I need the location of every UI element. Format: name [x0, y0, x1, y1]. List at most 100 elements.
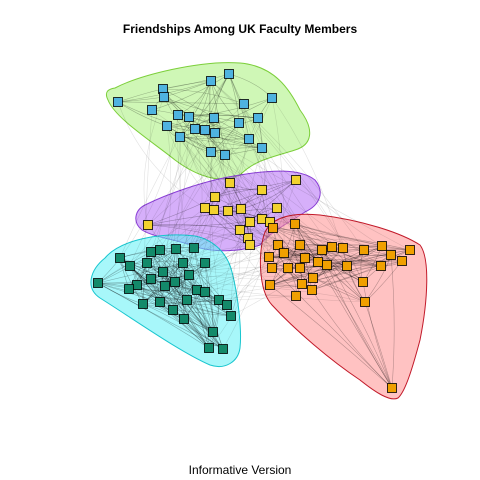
faculty-node: [342, 261, 352, 271]
friendship-edge: [269, 254, 392, 286]
friendship-edge: [204, 262, 214, 333]
faculty-node: [257, 143, 267, 153]
friendship-edge: [362, 281, 393, 389]
faculty-node: [220, 150, 230, 160]
friendship-edge: [150, 251, 232, 317]
friendship-edge: [163, 96, 226, 156]
friendship-edge: [97, 282, 224, 350]
community-hull-red: [259, 213, 428, 400]
faculty-node: [210, 128, 220, 138]
friendship-edge: [188, 115, 259, 119]
faculty-node: [317, 245, 327, 255]
friendship-edge: [179, 97, 273, 138]
friendship-edge: [214, 132, 249, 239]
faculty-node: [279, 248, 289, 258]
faculty-node: [190, 124, 200, 134]
friendship-edge: [213, 209, 323, 251]
friendship-edge: [146, 262, 232, 317]
faculty-node: [200, 203, 210, 213]
friendship-edge: [271, 97, 285, 254]
friendship-edge: [166, 125, 241, 231]
faculty-node: [147, 105, 157, 115]
faculty-node: [142, 258, 152, 268]
friendship-edge: [188, 274, 210, 349]
friendship-edge: [174, 281, 366, 303]
faculty-node: [200, 125, 210, 135]
friendship-edge: [172, 246, 333, 311]
faculty-node: [225, 178, 235, 188]
friendship-edge: [188, 244, 279, 276]
faculty-node: [313, 257, 323, 267]
faculty-node: [179, 314, 189, 324]
friendship-edge: [299, 267, 366, 303]
faculty-node: [360, 297, 370, 307]
friendship-edge: [179, 136, 364, 283]
friendship-edge: [97, 282, 188, 301]
faculty-node: [158, 267, 168, 277]
friendship-edge: [119, 80, 212, 259]
friendship-edge: [175, 116, 190, 250]
friendship-edge: [186, 122, 240, 301]
faculty-node: [405, 245, 415, 255]
faculty-node: [267, 263, 277, 273]
friendship-edge: [97, 274, 190, 284]
friendship-edge: [129, 103, 245, 267]
figure-title: Friendships Among UK Faculty Members: [122, 22, 358, 36]
friendship-edge: [159, 301, 224, 350]
faculty-node: [239, 99, 249, 109]
faculty-node: [224, 69, 234, 79]
friendship-edge: [159, 182, 231, 251]
friendship-edge: [299, 244, 411, 251]
friendship-edge: [268, 249, 365, 258]
friendship-edge: [146, 73, 230, 264]
friendship-edge: [136, 284, 210, 349]
faculty-node: [146, 247, 156, 257]
friendship-edge: [150, 237, 249, 280]
friendship-edge: [269, 265, 348, 286]
faculty-node: [234, 118, 244, 128]
friendship-edge: [163, 96, 297, 181]
faculty-node: [93, 278, 103, 288]
friendship-edge: [229, 182, 314, 279]
friendship-edge: [294, 223, 383, 247]
friendship-edge: [162, 88, 250, 140]
faculty-node: [184, 270, 194, 280]
friendship-edge: [151, 109, 333, 248]
friendship-edge: [222, 179, 297, 350]
friendship-edge: [194, 128, 411, 251]
friendship-edge: [147, 224, 251, 246]
friendship-edge: [269, 284, 393, 389]
friendship-edge: [177, 114, 249, 239]
friendship-edge: [159, 301, 228, 306]
faculty-node: [175, 132, 185, 142]
friendship-edge: [204, 207, 314, 279]
faculty-node: [223, 206, 233, 216]
friendship-edge: [172, 154, 226, 311]
friendship-edge: [159, 196, 216, 251]
faculty-node: [358, 277, 368, 287]
friendship-edge: [174, 267, 301, 283]
friendship-edge: [311, 289, 393, 389]
friendship-edge: [150, 251, 210, 349]
faculty-node: [300, 253, 310, 263]
friendship-edge: [175, 248, 185, 320]
friendship-edge: [128, 288, 232, 317]
friendship-edge: [179, 73, 230, 138]
faculty-node: [338, 243, 348, 253]
faculty-node: [218, 344, 228, 354]
friendship-edge: [228, 73, 296, 225]
friendship-edge: [179, 136, 263, 149]
friendship-edge: [142, 303, 224, 350]
friendship-edge: [159, 244, 279, 303]
friendship-edge: [317, 261, 393, 389]
friendship-edge: [283, 252, 392, 257]
faculty-node: [162, 121, 172, 131]
faculty-node: [307, 285, 317, 295]
friendship-edge: [136, 284, 232, 317]
friendship-edge: [208, 189, 263, 349]
friendship-edge: [210, 80, 231, 184]
friendship-edge: [172, 247, 195, 311]
friendship-edge: [128, 210, 229, 290]
friendship-edge: [364, 301, 393, 389]
